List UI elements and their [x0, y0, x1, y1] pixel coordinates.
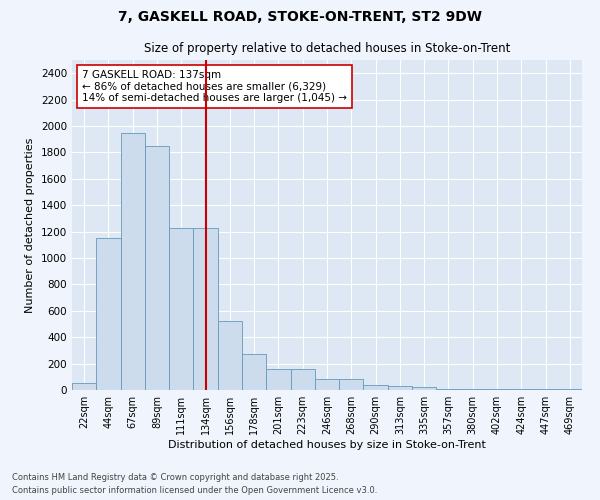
Bar — [290, 369, 315, 390]
Bar — [242, 354, 266, 390]
Bar — [315, 380, 339, 390]
Text: 7 GASKELL ROAD: 137sqm
← 86% of detached houses are smaller (6,329)
14% of semi-: 7 GASKELL ROAD: 137sqm ← 86% of detached… — [82, 70, 347, 103]
Bar — [485, 389, 509, 390]
X-axis label: Distribution of detached houses by size in Stoke-on-Trent: Distribution of detached houses by size … — [168, 440, 486, 450]
Y-axis label: Number of detached properties: Number of detached properties — [25, 138, 35, 312]
Bar — [169, 228, 193, 390]
Bar — [218, 322, 242, 390]
Bar — [364, 384, 388, 390]
Bar — [145, 146, 169, 390]
Bar — [266, 369, 290, 390]
Bar — [121, 132, 145, 390]
Title: Size of property relative to detached houses in Stoke-on-Trent: Size of property relative to detached ho… — [144, 42, 510, 54]
Bar — [339, 380, 364, 390]
Bar — [436, 388, 461, 390]
Bar — [388, 386, 412, 390]
Text: 7, GASKELL ROAD, STOKE-ON-TRENT, ST2 9DW: 7, GASKELL ROAD, STOKE-ON-TRENT, ST2 9DW — [118, 10, 482, 24]
Bar — [461, 389, 485, 390]
Bar — [412, 386, 436, 390]
Bar — [96, 238, 121, 390]
Bar — [72, 384, 96, 390]
Bar — [193, 228, 218, 390]
Text: Contains HM Land Registry data © Crown copyright and database right 2025.
Contai: Contains HM Land Registry data © Crown c… — [12, 474, 377, 495]
Bar — [558, 389, 582, 390]
